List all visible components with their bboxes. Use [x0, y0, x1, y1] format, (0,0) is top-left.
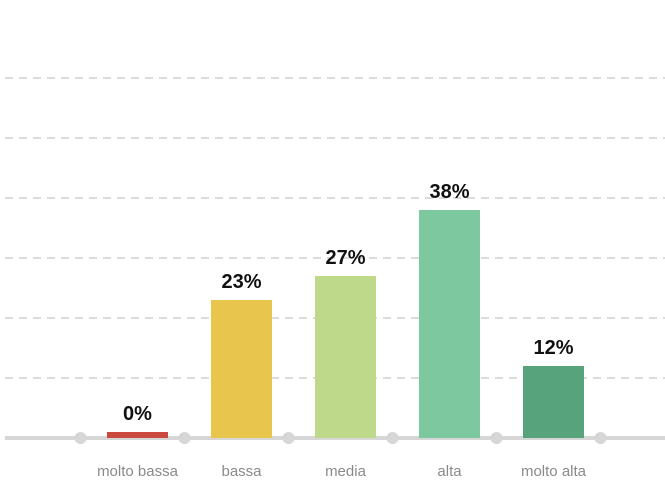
value-label: 0%	[123, 403, 152, 425]
value-labels: 0% 23% 27% 38% 12%	[123, 181, 574, 425]
bar-bassa	[211, 300, 272, 438]
bar-molto-alta	[523, 366, 584, 438]
axis-separator-dot	[490, 432, 503, 444]
value-label: 27%	[325, 247, 365, 269]
x-tick-label: molto alta	[521, 463, 587, 480]
bar-media	[315, 276, 376, 438]
value-label: 12%	[533, 337, 573, 359]
value-label: 38%	[429, 181, 469, 203]
x-tick-label: bassa	[221, 463, 262, 480]
axis-separator-dot	[74, 432, 87, 444]
bars	[107, 210, 584, 438]
x-tick-label: molto bassa	[97, 463, 179, 480]
axis-separator-dot	[594, 432, 607, 444]
x-tick-label: media	[325, 463, 367, 480]
axis-separator-dot	[282, 432, 295, 444]
value-label: 23%	[221, 271, 261, 293]
x-tick-label: alta	[437, 463, 462, 480]
bar-molto-bassa	[107, 432, 168, 438]
bar-alta	[419, 210, 480, 438]
axis-separator-dot	[386, 432, 399, 444]
axis-separator-dot	[178, 432, 191, 444]
x-tick-labels: molto bassa bassa media alta molto alta	[97, 463, 587, 480]
